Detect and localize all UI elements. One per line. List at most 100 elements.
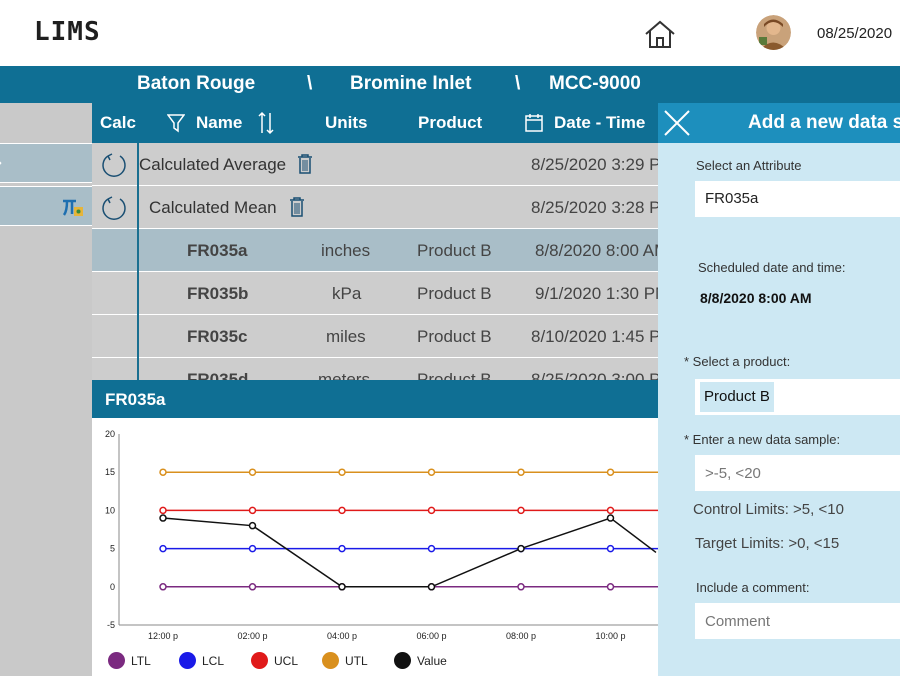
x-tick-label: 12:00 p bbox=[148, 631, 178, 641]
refresh-icon[interactable] bbox=[100, 151, 128, 179]
row-units: miles bbox=[326, 327, 366, 346]
data-point bbox=[159, 514, 167, 522]
trash-icon[interactable] bbox=[297, 154, 313, 174]
data-table: Calc Name Units Product Date - Time Calc… bbox=[92, 103, 658, 380]
row-product: Product B bbox=[417, 370, 492, 380]
breadcrumb-site[interactable]: Baton Rouge bbox=[137, 73, 256, 94]
series-line-value bbox=[162, 517, 657, 588]
table-row[interactable]: FR035c miles Product B 8/10/2020 1:45 PM bbox=[92, 315, 658, 358]
row-product: Product B bbox=[417, 284, 492, 303]
data-point bbox=[427, 506, 436, 515]
row-name: FR035b bbox=[187, 284, 249, 303]
row-name: FR035a bbox=[187, 241, 248, 260]
data-point bbox=[517, 506, 525, 515]
header-date: 08/25/2020 bbox=[817, 25, 893, 42]
data-point bbox=[338, 583, 346, 591]
legend-swatch bbox=[179, 652, 196, 669]
sample-label: * Enter a new data sample: bbox=[684, 432, 841, 447]
data-point bbox=[248, 583, 257, 591]
row-datetime: 8/25/2020 3:28 PM bbox=[531, 198, 658, 217]
refresh-icon[interactable] bbox=[100, 194, 128, 222]
table-row[interactable]: Calculated Mean 8/25/2020 3:28 PM bbox=[92, 186, 658, 229]
y-tick-label: 5 bbox=[110, 544, 115, 554]
table-row[interactable]: FR035d meters Product B 8/25/2020 3:00 P… bbox=[92, 358, 658, 380]
legend-label: UCL bbox=[274, 654, 299, 668]
row-units: kPa bbox=[332, 284, 362, 303]
data-point bbox=[338, 506, 346, 515]
data-point bbox=[159, 583, 167, 591]
sort-icon[interactable] bbox=[258, 111, 274, 135]
data-point bbox=[338, 468, 346, 476]
panel-title: Add a new data sample bbox=[748, 112, 900, 133]
column-units[interactable]: Units bbox=[325, 113, 368, 132]
row-datetime: 9/1/2020 1:30 PM bbox=[535, 284, 658, 303]
legend-swatch bbox=[322, 652, 339, 669]
product-value: Product B bbox=[700, 382, 774, 412]
column-product[interactable]: Product bbox=[418, 113, 483, 132]
breadcrumb: Baton Rouge \ Bromine Inlet \ MCC-9000 bbox=[0, 66, 900, 103]
y-tick-label: 10 bbox=[105, 505, 115, 515]
y-tick-label: -5 bbox=[107, 620, 115, 630]
attribute-select[interactable]: FR035a bbox=[695, 181, 900, 217]
chart-panel: FR035a -5 0 5 10 15 20 12:00 p 02:00 p 04:00 p 06… bbox=[92, 380, 658, 676]
avatar[interactable] bbox=[756, 15, 791, 50]
chart-header: FR035a bbox=[92, 380, 658, 418]
data-point bbox=[248, 468, 257, 476]
row-name: FR035d bbox=[187, 370, 249, 380]
row-datetime: 8/25/2020 3:29 PM bbox=[531, 155, 658, 174]
breadcrumb-unit[interactable]: Bromine Inlet bbox=[350, 73, 472, 94]
data-point bbox=[517, 544, 525, 553]
data-point bbox=[248, 544, 257, 553]
table-header: Calc Name Units Product Date - Time bbox=[92, 103, 658, 143]
add-sample-panel: Add a new data sample Select an Attribut… bbox=[658, 103, 900, 676]
y-tick-label: 20 bbox=[105, 429, 115, 439]
sidebar: › bbox=[0, 103, 92, 676]
x-tick-label: 02:00 p bbox=[237, 631, 267, 641]
comment-input[interactable] bbox=[695, 603, 900, 639]
y-tick-label: 0 bbox=[110, 582, 115, 592]
product-label: * Select a product: bbox=[684, 354, 791, 369]
data-point bbox=[159, 468, 167, 476]
data-point bbox=[517, 583, 525, 591]
column-datetime[interactable]: Date - Time bbox=[554, 113, 646, 132]
data-point bbox=[606, 468, 615, 476]
y-tick-label: 15 bbox=[105, 467, 115, 477]
sidebar-item-2[interactable] bbox=[0, 186, 92, 226]
target-limits: Target Limits: >0, <15 bbox=[695, 535, 840, 552]
app-header: LIMS 08/25/2020 bbox=[0, 0, 900, 66]
trash-icon[interactable] bbox=[289, 197, 305, 217]
table-row[interactable]: FR035b kPa Product B 9/1/2020 1:30 PM bbox=[92, 272, 658, 315]
row-product: Product B bbox=[417, 327, 492, 346]
x-tick-label: 06:00 p bbox=[416, 631, 446, 641]
legend-label: Value bbox=[417, 654, 447, 668]
legend-swatch bbox=[108, 652, 125, 669]
table-row[interactable]: FR035a inches Product B 8/8/2020 8:00 AM bbox=[92, 229, 658, 272]
filter-icon[interactable] bbox=[167, 113, 185, 133]
data-point bbox=[248, 506, 257, 515]
table-row[interactable]: Calculated Average 8/25/2020 3:29 PM bbox=[92, 143, 658, 186]
calendar-icon bbox=[525, 114, 543, 132]
column-name[interactable]: Name bbox=[196, 113, 243, 132]
data-point bbox=[338, 544, 346, 553]
legend-swatch bbox=[251, 652, 268, 669]
data-point bbox=[606, 544, 615, 553]
sidebar-item-1[interactable]: › bbox=[0, 143, 92, 183]
breadcrumb-instrument[interactable]: MCC-9000 bbox=[549, 73, 641, 94]
data-point bbox=[427, 468, 436, 476]
sample-input[interactable] bbox=[695, 455, 900, 491]
row-datetime: 8/8/2020 8:00 AM bbox=[535, 241, 658, 260]
app-title: LIMS bbox=[34, 17, 101, 47]
close-icon[interactable] bbox=[662, 108, 692, 138]
column-calc[interactable]: Calc bbox=[100, 113, 136, 132]
data-point bbox=[606, 514, 615, 522]
comment-label: Include a comment: bbox=[696, 580, 810, 595]
data-point bbox=[159, 506, 167, 515]
control-limits: Control Limits: >5, <10 bbox=[693, 501, 844, 518]
data-point bbox=[606, 506, 615, 515]
home-icon[interactable] bbox=[643, 19, 677, 49]
row-units: meters bbox=[318, 370, 370, 380]
breadcrumb-separator: \ bbox=[515, 73, 521, 94]
data-point bbox=[159, 544, 167, 553]
schedule-value: 8/8/2020 8:00 AM bbox=[700, 290, 812, 306]
x-tick-label: 04:00 p bbox=[327, 631, 357, 641]
